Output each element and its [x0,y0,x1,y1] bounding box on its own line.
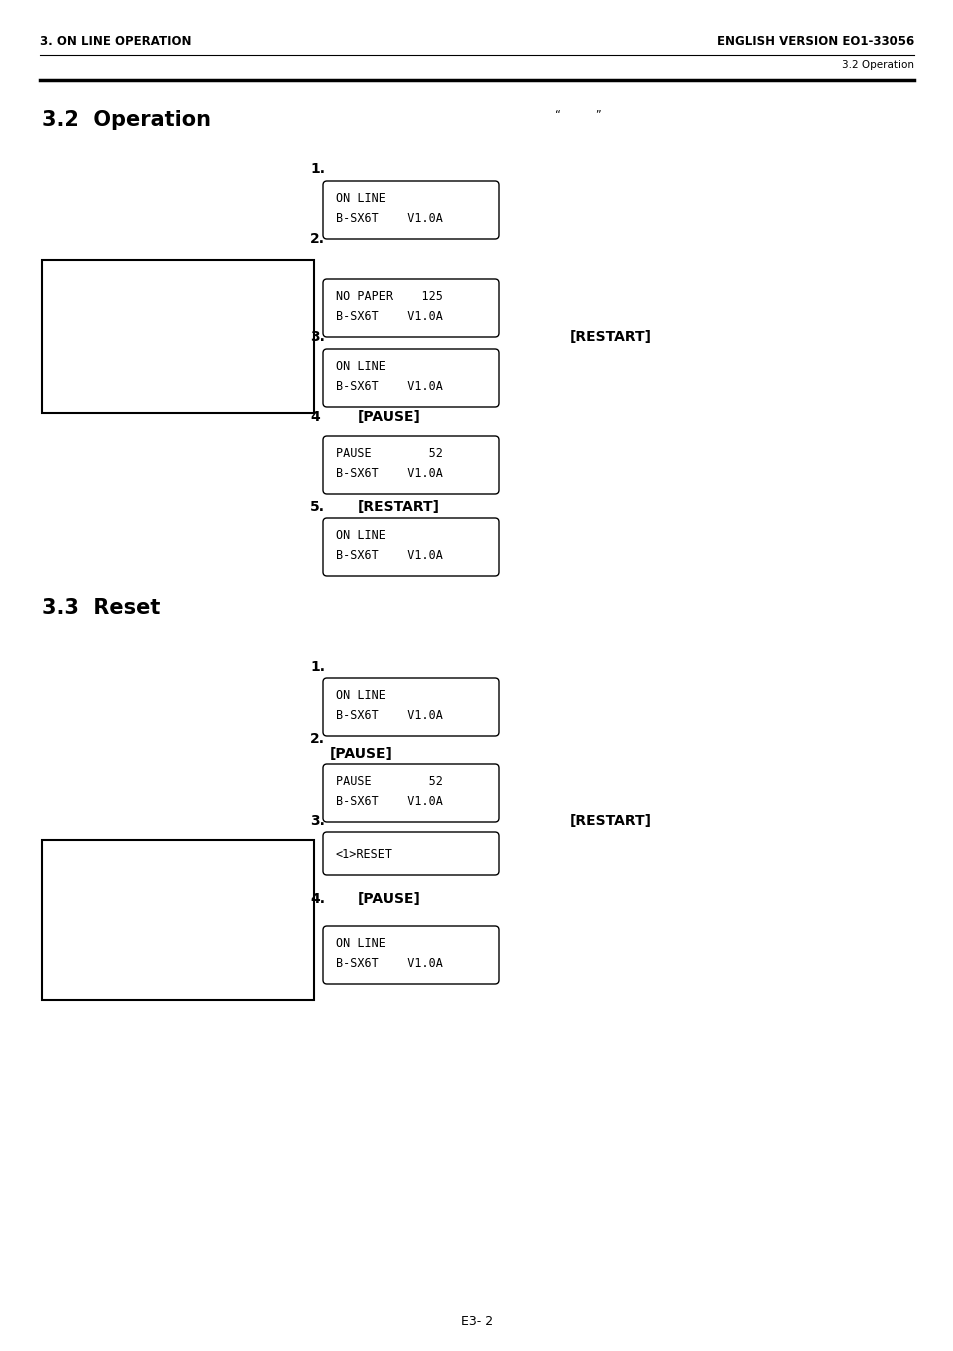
FancyBboxPatch shape [323,925,498,984]
Text: [PAUSE]: [PAUSE] [357,892,420,907]
Text: 5.: 5. [310,500,325,513]
Text: E3- 2: E3- 2 [460,1315,493,1328]
Text: 3.2  Operation: 3.2 Operation [42,109,211,130]
Text: ON LINE: ON LINE [335,938,385,950]
Text: ON LINE: ON LINE [335,359,385,373]
Text: 2.: 2. [310,232,325,246]
Text: ENGLISH VERSION EO1-33056: ENGLISH VERSION EO1-33056 [716,35,913,49]
Text: B-SX6T    V1.0A: B-SX6T V1.0A [335,380,442,393]
Text: [RESTART]: [RESTART] [357,500,439,513]
Text: B-SX6T    V1.0A: B-SX6T V1.0A [335,709,442,721]
FancyBboxPatch shape [323,517,498,576]
Text: [PAUSE]: [PAUSE] [330,747,393,761]
Text: 3.: 3. [310,815,325,828]
FancyBboxPatch shape [323,832,498,875]
Text: 3. ON LINE OPERATION: 3. ON LINE OPERATION [40,35,192,49]
Text: B-SX6T    V1.0A: B-SX6T V1.0A [335,957,442,970]
Text: B-SX6T    V1.0A: B-SX6T V1.0A [335,794,442,808]
Text: ON LINE: ON LINE [335,530,385,542]
FancyBboxPatch shape [323,765,498,821]
FancyBboxPatch shape [323,181,498,239]
FancyBboxPatch shape [323,280,498,336]
Text: [RESTART]: [RESTART] [569,330,651,345]
Text: B-SX6T    V1.0A: B-SX6T V1.0A [335,309,442,323]
Text: 2.: 2. [310,732,325,746]
Text: NO PAPER    125: NO PAPER 125 [335,290,442,303]
Text: 1.: 1. [310,661,325,674]
Text: ON LINE: ON LINE [335,192,385,205]
Text: 4: 4 [310,409,319,424]
Text: B-SX6T    V1.0A: B-SX6T V1.0A [335,467,442,480]
Text: ON LINE: ON LINE [335,689,385,703]
Text: 4.: 4. [310,892,325,907]
Text: PAUSE        52: PAUSE 52 [335,775,442,788]
Text: B-SX6T    V1.0A: B-SX6T V1.0A [335,212,442,226]
Bar [42,259,314,413]
FancyBboxPatch shape [323,678,498,736]
Text: “          ”: “ ” [555,109,601,120]
Bar [42,840,314,1000]
Text: 1.: 1. [310,162,325,176]
FancyBboxPatch shape [323,349,498,407]
Text: <1>RESET: <1>RESET [335,848,393,861]
Text: B-SX6T    V1.0A: B-SX6T V1.0A [335,549,442,562]
Text: 3.2 Operation: 3.2 Operation [841,59,913,70]
Text: [PAUSE]: [PAUSE] [357,409,420,424]
FancyBboxPatch shape [323,436,498,494]
Text: PAUSE        52: PAUSE 52 [335,447,442,459]
Text: 3.: 3. [310,330,325,345]
Text: 3.3  Reset: 3.3 Reset [42,598,160,617]
Text: [RESTART]: [RESTART] [569,815,651,828]
